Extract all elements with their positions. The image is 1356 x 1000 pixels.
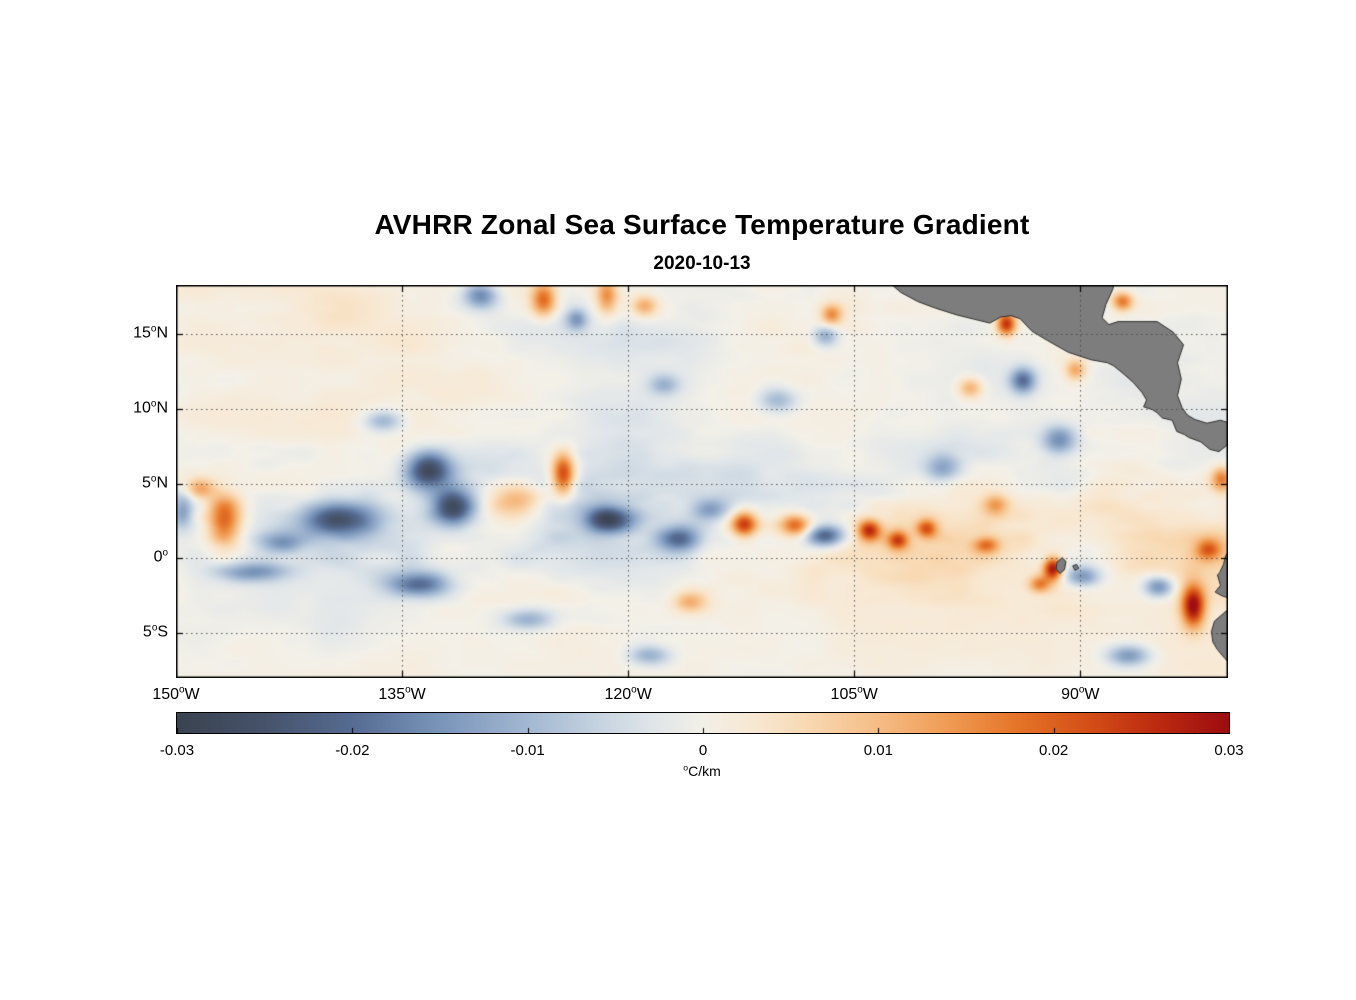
colorbar-tick-label: -0.02 xyxy=(335,742,370,759)
colorbar-tick-label: 0.03 xyxy=(1214,742,1244,759)
colorbar-tick-label: 0 xyxy=(698,742,708,759)
y-tick-label: 0o xyxy=(153,547,168,567)
colorbar-tick-label: -0.01 xyxy=(510,742,545,759)
x-tick-label: 150oW xyxy=(152,684,200,703)
x-tick-label: 105oW xyxy=(830,684,878,703)
colorbar-tick-label: -0.03 xyxy=(159,742,195,759)
y-tick-label: 10oN xyxy=(133,398,168,417)
y-tick-label: 15oN xyxy=(133,323,168,342)
x-tick-label: 120oW xyxy=(604,684,652,703)
colorbar-canvas xyxy=(176,712,1230,734)
chart-subtitle: 2020-10-13 xyxy=(653,253,751,274)
sst-gradient-map-canvas xyxy=(176,285,1228,678)
x-tick-label: 135oW xyxy=(378,684,426,703)
y-tick-label: 5oS xyxy=(142,622,168,641)
y-tick-label: 5oN xyxy=(142,473,168,492)
chart-title: AVHRR Zonal Sea Surface Temperature Grad… xyxy=(374,209,1030,240)
x-tick-label: 90oW xyxy=(1061,684,1100,703)
colorbar-tick-label: 0.02 xyxy=(1039,742,1069,759)
colorbar-unit-label: oC/km xyxy=(683,762,721,779)
colorbar-tick-label: 0.01 xyxy=(863,742,893,759)
